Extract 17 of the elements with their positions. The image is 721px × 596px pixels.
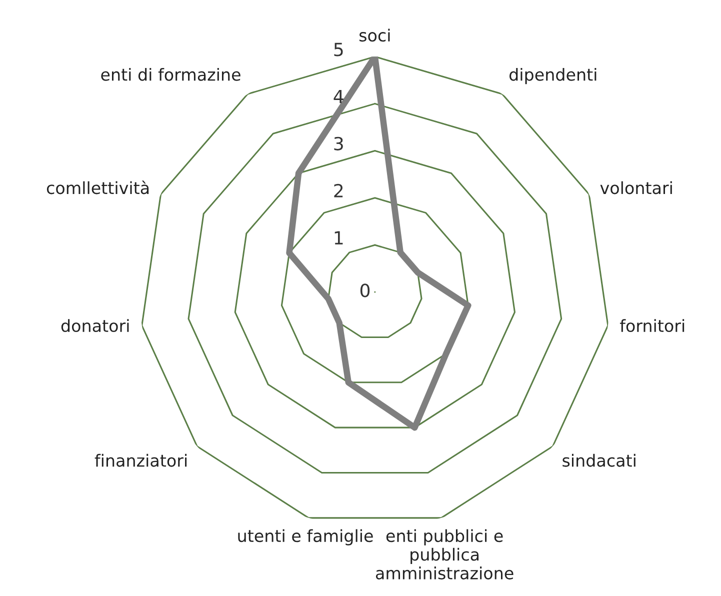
spoke-label: enti di formazine — [101, 68, 240, 81]
spoke-label: volontari — [600, 181, 672, 194]
y-tick-label: 1 — [334, 231, 343, 244]
spoke-label: soci — [359, 28, 390, 42]
y-tick-label: 5 — [334, 42, 343, 56]
y-tick-label: 2 — [334, 184, 343, 198]
spoke-label: sindacati — [562, 454, 636, 467]
spoke-label: donatori — [61, 319, 129, 332]
spoke-label: enti pubblici e pubblica amministrazione — [376, 529, 514, 580]
spoke-label: utenti e famiglie — [238, 529, 373, 546]
y-tick-label: 0 — [360, 284, 370, 298]
y-tick-label: 3 — [334, 136, 343, 150]
spoke-label: dipendenti — [509, 68, 596, 84]
y-tick-label: 4 — [334, 90, 344, 104]
spoke-label: fornitori — [620, 319, 684, 332]
spoke-label: comllettività — [46, 180, 149, 194]
spoke-label: finanziatori — [94, 454, 187, 467]
